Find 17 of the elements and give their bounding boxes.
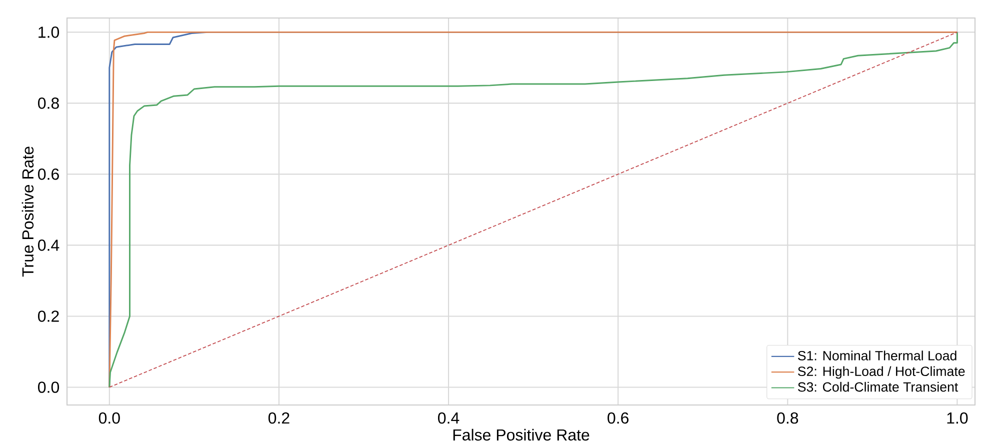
- x-axis-title: False Positive Rate: [453, 428, 590, 441]
- x-tick-label: 0.6: [608, 412, 628, 424]
- y-tick-label: 0.4: [38, 240, 60, 251]
- legend-label: S2: High-Load / Hot-Climate: [798, 366, 965, 379]
- legend-label: S3: Cold-Climate Transient: [798, 382, 958, 392]
- y-tick-label: 1.0: [38, 26, 60, 38]
- legend-label: S1: Nominal Thermal Load: [798, 350, 956, 360]
- x-tick-label: 0.0: [98, 412, 120, 424]
- x-tick-label: 0.4: [438, 412, 460, 424]
- x-tick-label: 0.2: [268, 412, 290, 424]
- y-tick-label: 0.0: [38, 382, 60, 393]
- y-axis-title: True Positive Rate: [22, 146, 34, 277]
- y-tick-label: 0.2: [38, 310, 59, 322]
- x-tick-label: 1.0: [947, 412, 968, 424]
- x-tick-label: 0.8: [777, 412, 798, 424]
- y-tick-label: 0.6: [38, 168, 59, 180]
- y-tick-label: 0.8: [38, 98, 59, 109]
